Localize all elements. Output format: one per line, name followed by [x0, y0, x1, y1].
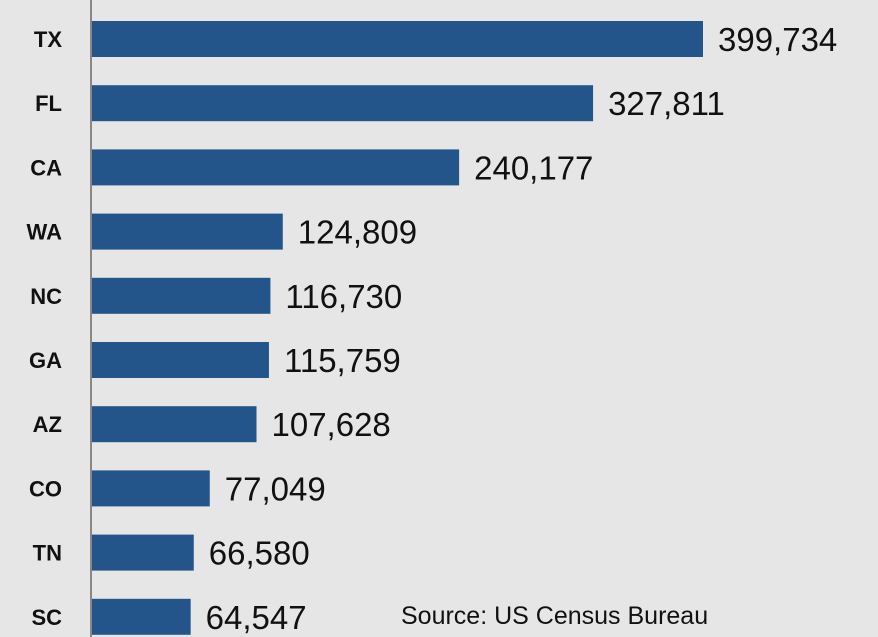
value-label-tx: 399,734: [718, 21, 837, 58]
bar-tx: [92, 21, 703, 57]
bar-wa: [92, 213, 283, 250]
category-label-ca: CA: [30, 155, 62, 180]
value-label-ga: 115,759: [284, 342, 401, 379]
value-labels-group: 399,734 327,811 240,177 124,809 116,730 115,7…: [206, 21, 838, 636]
value-label-nc: 116,730: [285, 278, 402, 315]
value-label-sc: 64,547: [206, 599, 307, 636]
bar-ga: [92, 342, 269, 378]
bar-tn: [92, 534, 194, 571]
category-label-az: AZ: [33, 412, 62, 437]
value-label-fl: 327,811: [608, 85, 725, 122]
value-label-co: 77,049: [225, 470, 326, 507]
category-label-fl: FL: [35, 91, 62, 116]
bar-ca: [92, 149, 460, 186]
category-label-tx: TX: [34, 27, 62, 52]
bar-sc: [92, 598, 191, 635]
category-label-wa: WA: [27, 220, 63, 245]
value-label-ca: 240,177: [474, 149, 593, 186]
category-label-co: CO: [29, 476, 62, 501]
category-label-ga: GA: [29, 348, 62, 373]
bars-group: [92, 21, 703, 635]
category-label-sc: SC: [31, 605, 62, 630]
category-labels-group: TX FL CA WA NC GA AZ CO TN SC: [27, 27, 63, 630]
bar-fl: [92, 85, 594, 122]
bar-az: [92, 406, 257, 443]
value-label-wa: 124,809: [298, 214, 417, 251]
source-note: Source: US Census Bureau: [401, 602, 708, 630]
category-label-nc: NC: [30, 284, 62, 309]
bar-co: [92, 470, 210, 507]
bar-nc: [92, 277, 271, 314]
value-label-az: 107,628: [272, 406, 391, 443]
category-label-tn: TN: [33, 541, 62, 566]
value-label-tn: 66,580: [209, 535, 310, 572]
